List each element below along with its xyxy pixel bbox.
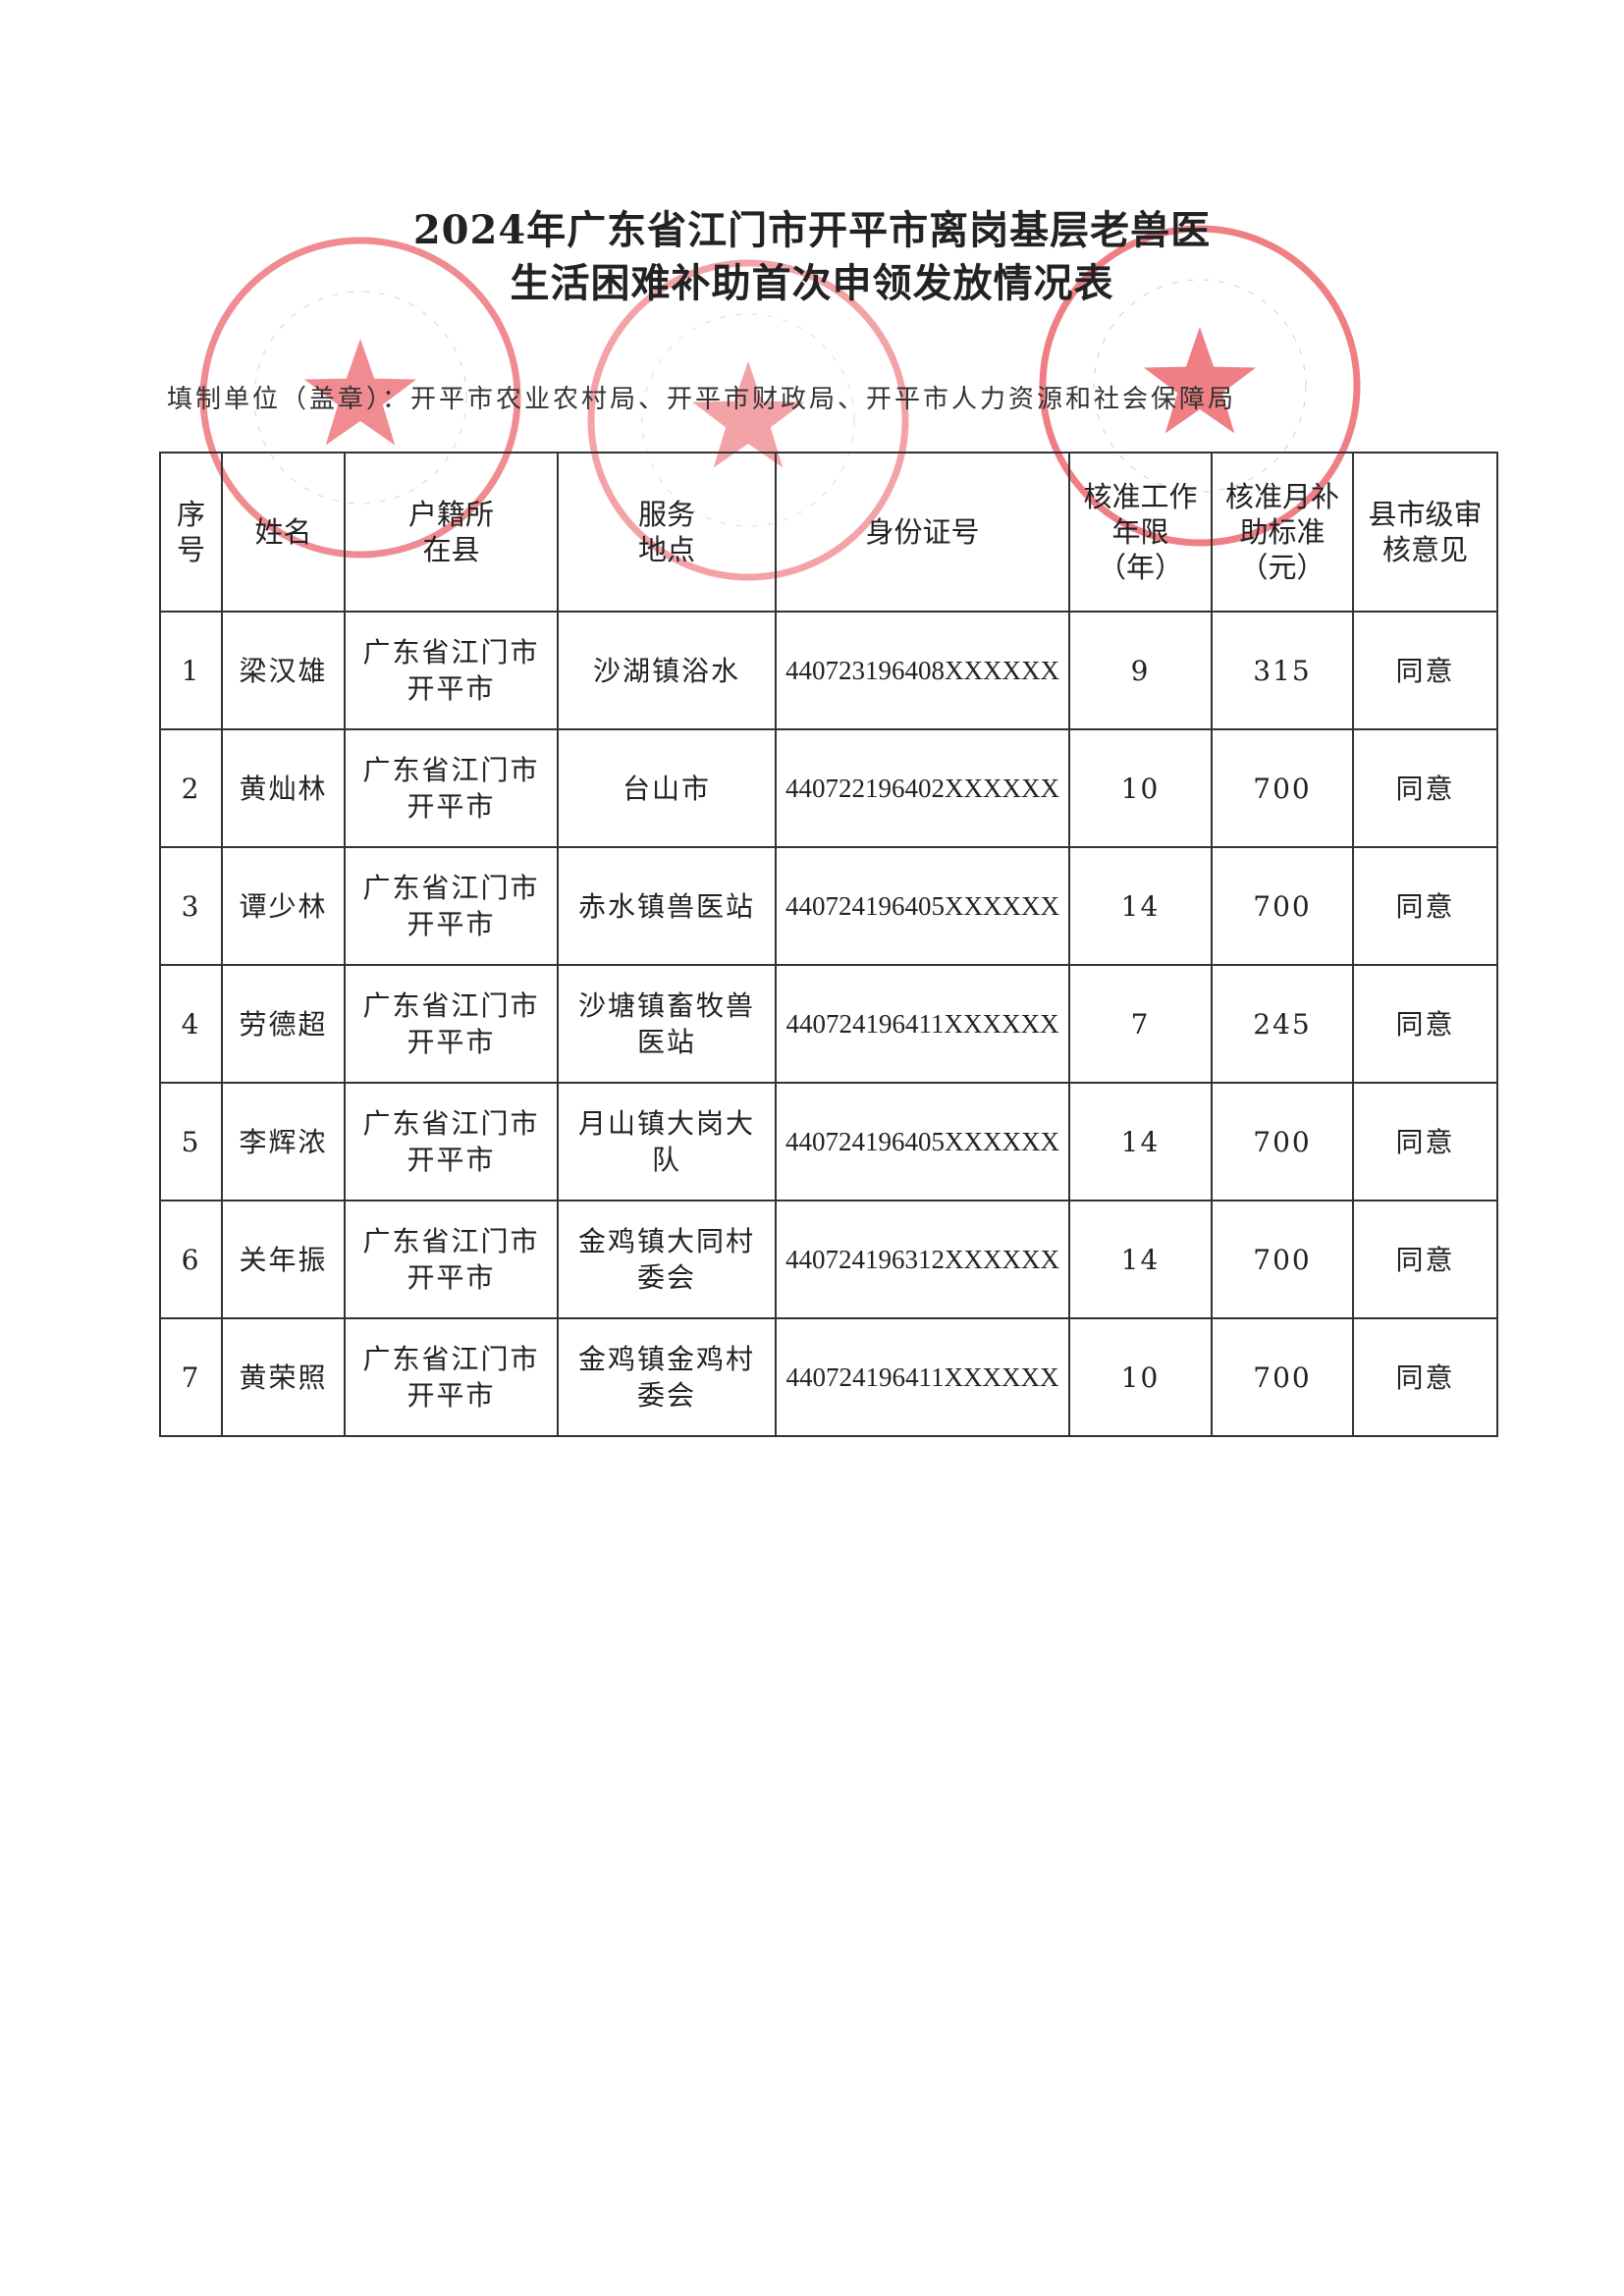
table-cell: 6: [159, 1200, 223, 1319]
fill-unit-line: 填制单位（盖章）：开平市农业农村局、开平市财政局、开平市人力资源和社会保障局: [167, 385, 1237, 414]
column-header: 核准月补助标准（元）: [1211, 452, 1354, 613]
table-cell: 440724196312XXXXXX: [775, 1200, 1070, 1319]
table-cell: 7: [1068, 964, 1213, 1084]
column-header-label: 核准月补助标准（元）: [1224, 480, 1339, 584]
table-cell: 关年振: [221, 1200, 346, 1319]
table-cell: 广东省江门市开平市: [344, 846, 559, 966]
column-header: 身份证号: [775, 452, 1070, 613]
table-cell: 315: [1211, 611, 1354, 730]
table-row: 3 谭少林 广东省江门市开平市 赤水镇兽医站 440724196405XXXXXX 14 7…: [159, 846, 1498, 966]
table-cell: 赤水镇兽医站: [557, 846, 777, 966]
column-header-label: 户籍所在县: [407, 498, 494, 566]
table-cell: 245: [1211, 964, 1354, 1084]
table-cell: 广东省江门市开平市: [344, 1082, 559, 1201]
table-cell: 广东省江门市开平市: [344, 1200, 559, 1319]
table-cell: 9: [1068, 611, 1213, 730]
table-cell: 10: [1068, 1317, 1213, 1437]
table-row: 5 李辉浓 广东省江门市开平市 月山镇大岗大队 440724196405XXXXXX 14…: [159, 1082, 1498, 1201]
column-header: 姓名: [221, 452, 346, 613]
table-cell: 黄荣照: [221, 1317, 346, 1437]
table-cell: 3: [159, 846, 223, 966]
column-header-label: 核准工作年限（年）: [1083, 480, 1198, 584]
table-cell: 沙湖镇浴水: [557, 611, 777, 730]
table-cell: 5: [159, 1082, 223, 1201]
table-cell: 14: [1068, 1082, 1213, 1201]
table-cell: 台山市: [557, 728, 777, 848]
table-cell: 同意: [1352, 728, 1498, 848]
table-row: 4 劳德超 广东省江门市开平市 沙塘镇畜牧兽医站 440724196411XXXXXX 7…: [159, 964, 1498, 1084]
table-cell: 李辉浓: [221, 1082, 346, 1201]
table-cell: 440723196408XXXXXX: [775, 611, 1070, 730]
table-cell: 同意: [1352, 611, 1498, 730]
table-cell: 谭少林: [221, 846, 346, 966]
table-row: 6 关年振 广东省江门市开平市 金鸡镇大同村委会 440724196312XXXXXX 1…: [159, 1200, 1498, 1319]
subsidy-table: 序号 姓名 户籍所在县 服务地点 身份证号 核准工作年限（年） 核准月补助标准（元） 县市级审…: [159, 452, 1498, 1437]
table-cell: 700: [1211, 1317, 1354, 1437]
table-cell: 广东省江门市开平市: [344, 964, 559, 1084]
table-cell: 440724196405XXXXXX: [775, 846, 1070, 966]
table-cell: 同意: [1352, 1317, 1498, 1437]
table-cell: 同意: [1352, 1200, 1498, 1319]
table-cell: 700: [1211, 1082, 1354, 1201]
table-cell: 440722196402XXXXXX: [775, 728, 1070, 848]
table-cell: 梁汉雄: [221, 611, 346, 730]
table-header-row: 序号 姓名 户籍所在县 服务地点 身份证号 核准工作年限（年） 核准月补助标准（元） 县市级审…: [159, 452, 1498, 613]
column-header: 核准工作年限（年）: [1068, 452, 1213, 613]
table-cell: 440724196411XXXXXX: [775, 1317, 1070, 1437]
table-cell: 700: [1211, 1200, 1354, 1319]
table-cell: 10: [1068, 728, 1213, 848]
table-cell: 440724196405XXXXXX: [775, 1082, 1070, 1201]
table-cell: 440724196411XXXXXX: [775, 964, 1070, 1084]
document-title-line1: 2024年广东省江门市开平市离岗基层老兽医: [412, 207, 1212, 253]
column-header-label: 姓名: [254, 515, 312, 549]
table-cell: 4: [159, 964, 223, 1084]
table-cell: 广东省江门市开平市: [344, 1317, 559, 1437]
table-cell: 同意: [1352, 846, 1498, 966]
table-cell: 沙塘镇畜牧兽医站: [557, 964, 777, 1084]
table-row: 2 黄灿林 广东省江门市开平市 台山市 440722196402XXXXXX 10 700 同…: [159, 728, 1498, 848]
table-cell: 700: [1211, 846, 1354, 966]
table-row: 1 梁汉雄 广东省江门市开平市 沙湖镇浴水 440723196408XXXXXX 9 315…: [159, 611, 1498, 730]
column-header-label: 县市级审核意见: [1368, 498, 1483, 566]
table-cell: 14: [1068, 846, 1213, 966]
table-cell: 广东省江门市开平市: [344, 728, 559, 848]
table-cell: 2: [159, 728, 223, 848]
table-cell: 7: [159, 1317, 223, 1437]
column-header-label: 身份证号: [865, 515, 980, 549]
table-cell: 金鸡镇金鸡村委会: [557, 1317, 777, 1437]
column-header: 县市级审核意见: [1352, 452, 1498, 613]
table-row: 7 黄荣照 广东省江门市开平市 金鸡镇金鸡村委会 440724196411XXXXXX 1…: [159, 1317, 1498, 1437]
column-header-label: 服务地点: [637, 498, 695, 566]
table-cell: 劳德超: [221, 964, 346, 1084]
column-header: 服务地点: [557, 452, 777, 613]
table-cell: 广东省江门市开平市: [344, 611, 559, 730]
table-cell: 700: [1211, 728, 1354, 848]
table-cell: 金鸡镇大同村委会: [557, 1200, 777, 1319]
table-cell: 1: [159, 611, 223, 730]
document-title-line2: 生活困难补助首次申领发放情况表: [510, 260, 1114, 306]
column-header: 序号: [159, 452, 223, 613]
column-header: 户籍所在县: [344, 452, 559, 613]
column-header-label: 序号: [176, 498, 205, 566]
table-cell: 同意: [1352, 1082, 1498, 1201]
table-cell: 黄灿林: [221, 728, 346, 848]
table-cell: 月山镇大岗大队: [557, 1082, 777, 1201]
table-cell: 同意: [1352, 964, 1498, 1084]
table-cell: 14: [1068, 1200, 1213, 1319]
